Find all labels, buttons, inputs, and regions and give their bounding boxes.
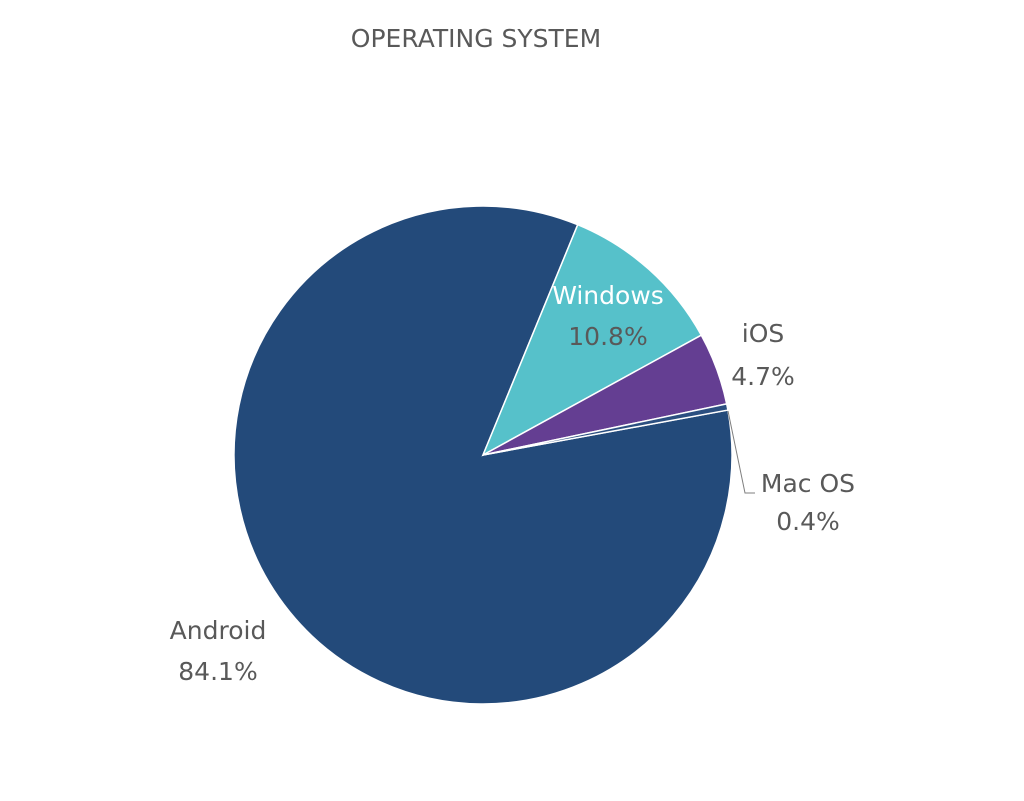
pie: [233, 205, 733, 705]
slice-label: iOS: [742, 319, 785, 348]
pie-slice: [482, 403, 729, 456]
value-label: 4.7%: [731, 362, 795, 391]
pie-slice: [481, 223, 703, 457]
slice-label: Mac OS: [761, 469, 855, 498]
slice-label: Android: [170, 616, 267, 645]
chart-title: OPERATING SYSTEM: [351, 24, 601, 53]
value-label: 84.1%: [178, 657, 257, 686]
data-labels: Android 84.1% Windows 10.8% iOS 4.7% Mac OS 0.4…: [170, 281, 855, 686]
value-label: 0.4%: [776, 507, 840, 536]
leader-line: [727, 410, 755, 494]
slice-label: Windows: [552, 281, 664, 310]
value-label: 10.8%: [568, 322, 647, 351]
